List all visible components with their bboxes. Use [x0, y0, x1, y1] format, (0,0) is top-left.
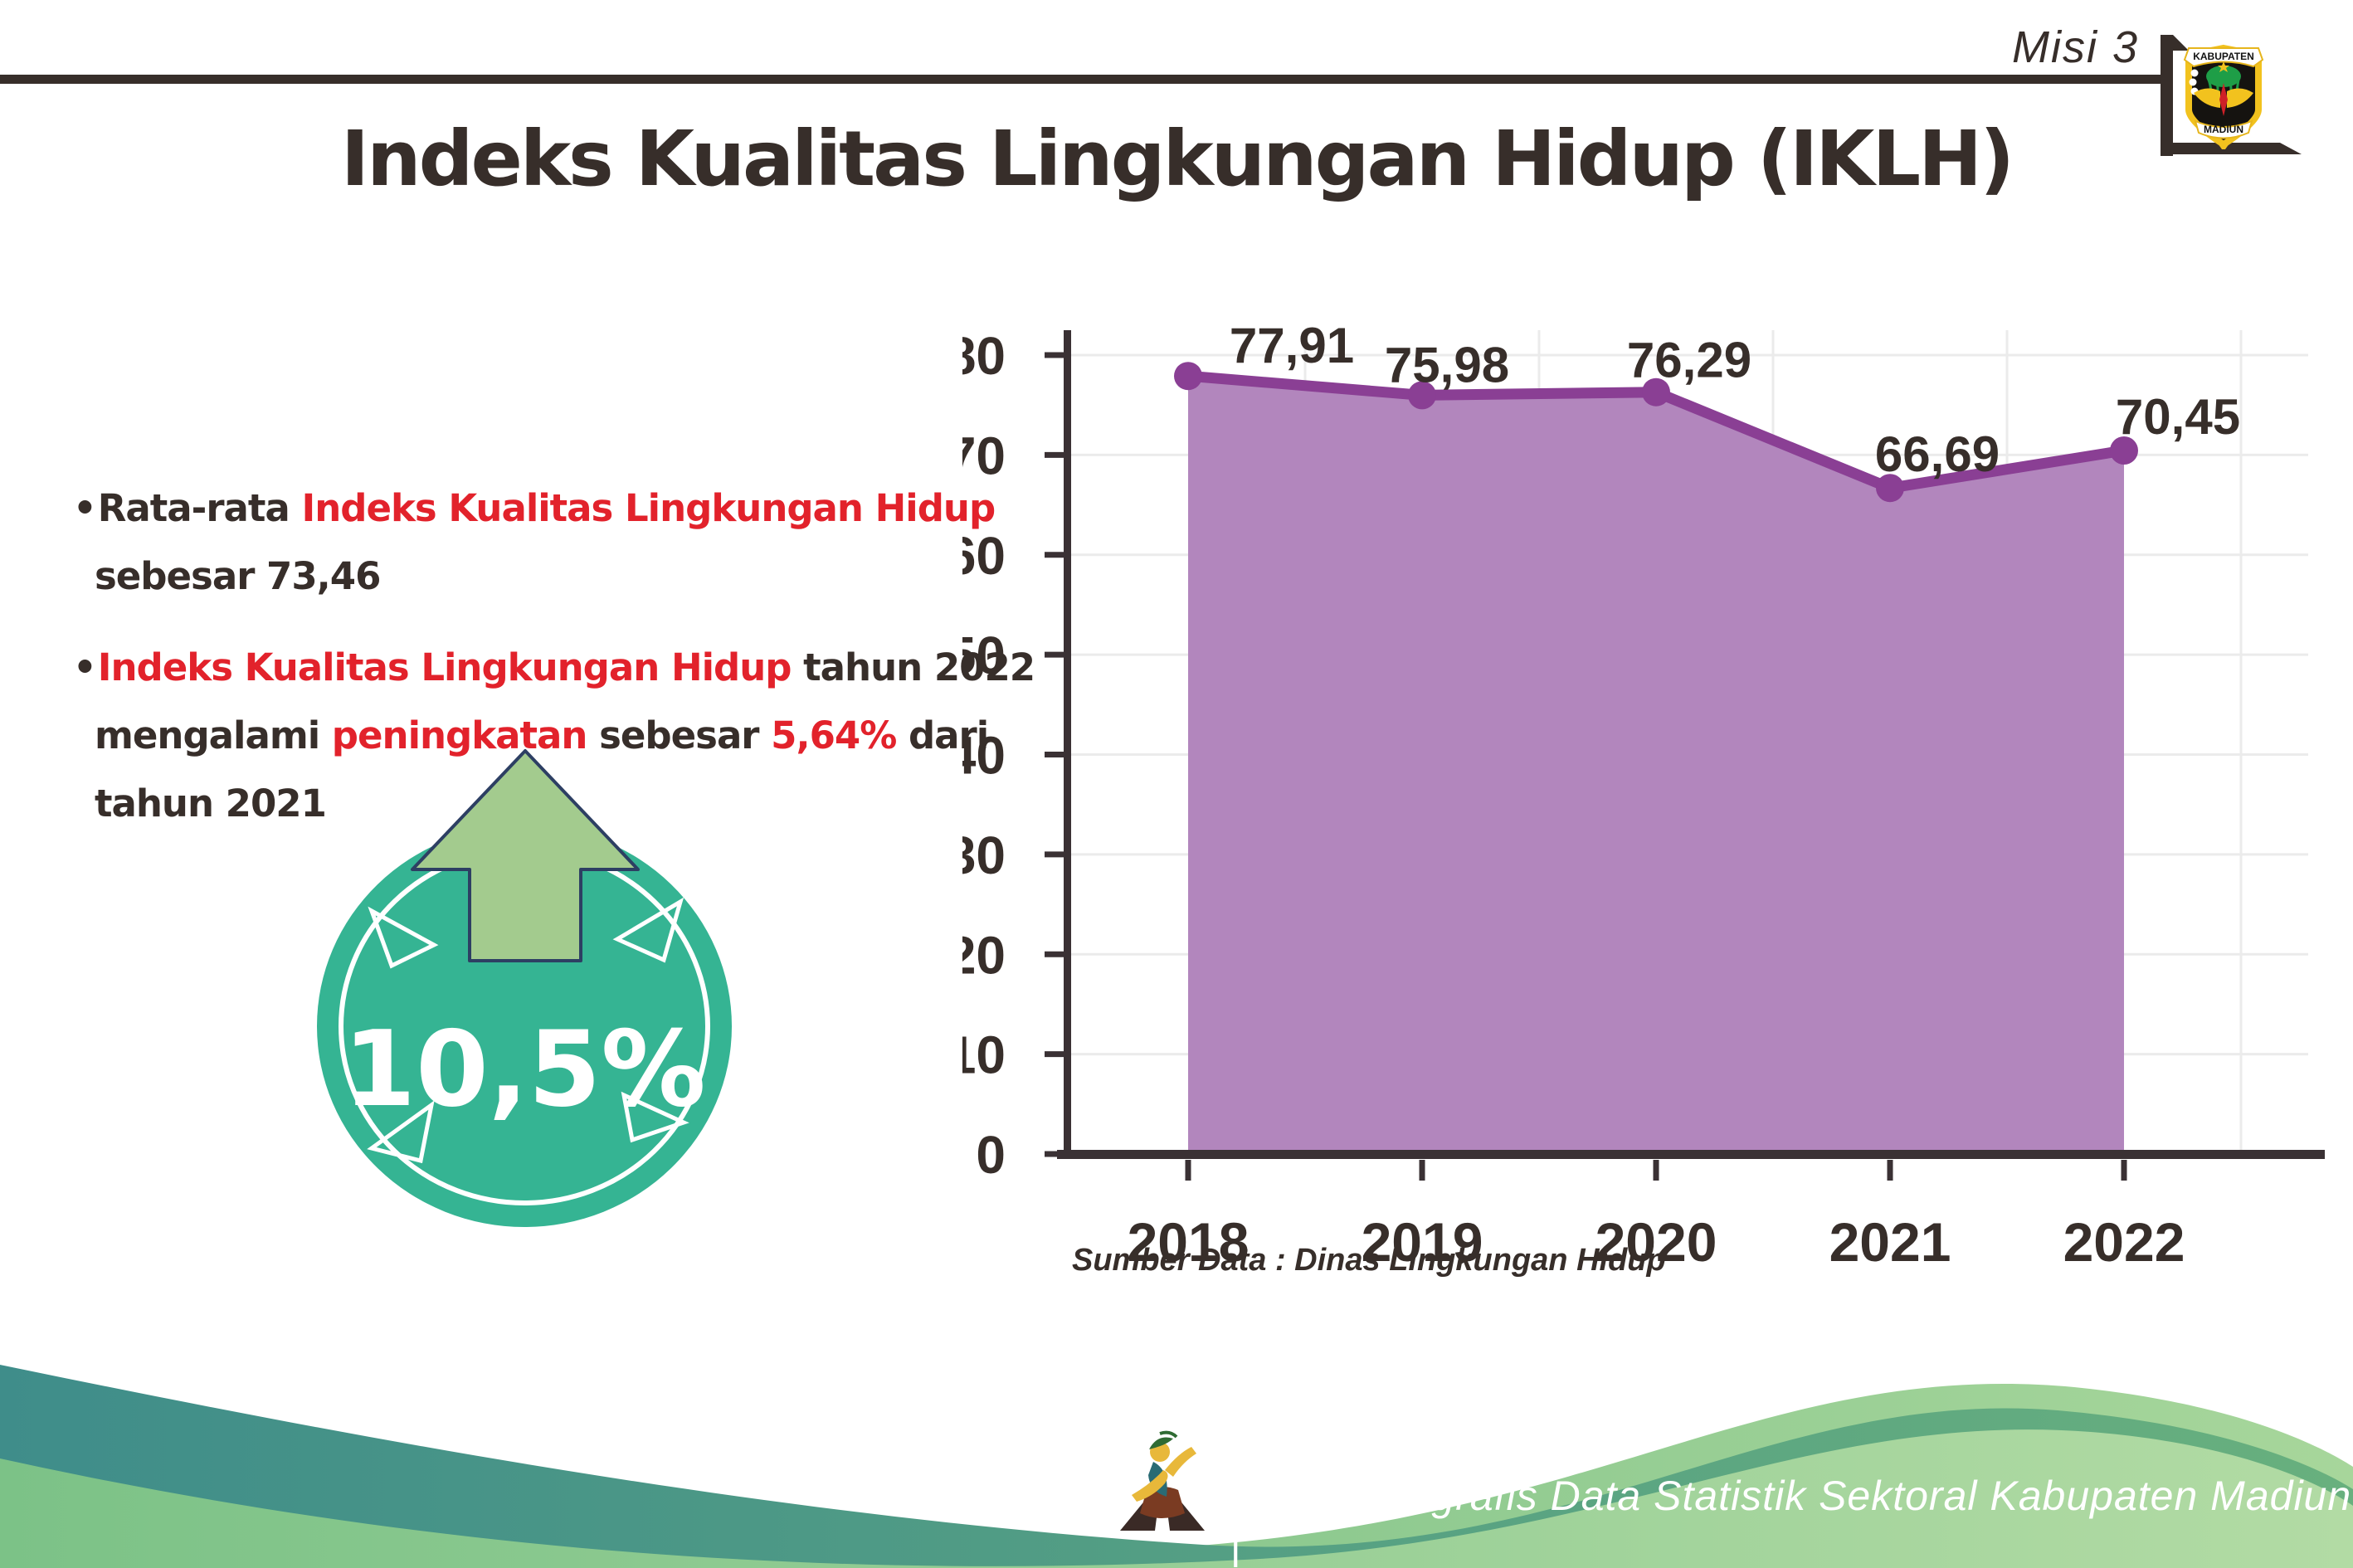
value-label: 77,91 [1230, 318, 1354, 373]
bullet-line: mengalami peningkatan sebesar 5,64% dari [73, 702, 1044, 770]
logo-text-kabupaten: KABUPATEN [2193, 51, 2254, 62]
y-tick-label: 20 [962, 925, 1006, 985]
text-segment: peningkatan [331, 713, 588, 757]
badge-value: 10,5% [343, 1008, 705, 1130]
data-point [1876, 474, 1904, 503]
footer-waves [0, 1365, 2353, 1568]
x-tick-label: 2018 [1128, 1211, 1250, 1273]
y-tick-label: 80 [962, 326, 1006, 386]
logo-tree-fronds [2207, 79, 2240, 97]
iklh-area-chart: 0 10 20 30 40 50 60 70 80 2018 2019 2020 2021 2022 77,… [962, 318, 2325, 1273]
kabupaten-madiun-logo: KABUPATEN MADIUN [2183, 44, 2264, 149]
y-tick-label: 0 [976, 1125, 1006, 1185]
logo-star-icon [2218, 61, 2229, 72]
x-tick-label: 2019 [1362, 1211, 1483, 1273]
corner-frame [2161, 35, 2302, 156]
mascot-icon [1120, 1430, 1205, 1535]
logo-ribbon-top [2183, 47, 2264, 68]
mascot-arm-right [1165, 1447, 1196, 1477]
source-caption: Sumber Data : Dinas Lingkungan Hidup [1072, 1243, 1666, 1278]
text-segment: mengalami [95, 713, 332, 757]
value-label: 76,29 [1627, 333, 1751, 388]
up-arrow-icon [411, 749, 640, 962]
logo-bottom-glyph [2218, 144, 2229, 149]
corner-frame-bottom [2161, 143, 2302, 154]
sparkle-triangle-icon [367, 1100, 435, 1164]
value-label: 75,98 [1385, 337, 1509, 392]
logo-cotton-icon [2189, 78, 2197, 86]
y-tick-label: 10 [962, 1025, 1006, 1085]
x-tick-label: 2022 [2063, 1211, 2185, 1273]
value-label: 70,45 [2116, 389, 2240, 445]
wave-front-light [0, 1429, 2353, 1568]
text-segment: Indeks Kualitas Lingkungan Hidup [301, 486, 996, 530]
mascot-cap-crest [1159, 1430, 1178, 1439]
data-point [1642, 377, 1670, 407]
logo-text-madiun: MADIUN [2204, 124, 2243, 135]
x-axis [1057, 1150, 2325, 1159]
mascot-cap [1149, 1437, 1173, 1449]
y-tick-label: 70 [962, 426, 1006, 485]
logo-tree-canopy [2206, 66, 2241, 87]
corner-frame-bevel [2173, 35, 2189, 51]
bullet-line: •Indeks Kualitas Lingkungan Hidup tahun … [73, 634, 1044, 702]
logo-keris-icon [2219, 83, 2228, 116]
bullet-item: •Rata-rata Indeks Kualitas Lingkungan Hi… [73, 475, 1044, 611]
sparkle-triangle-icon [368, 906, 439, 969]
sparkle-triangle-icon [612, 897, 684, 963]
bullet-line: •Rata-rata Indeks Kualitas Lingkungan Hi… [73, 475, 1044, 543]
corner-frame-vertical [2161, 35, 2173, 156]
data-point [2110, 436, 2138, 465]
text-segment: sebesar [587, 713, 772, 757]
text-segment: tahun 2022 [791, 645, 1035, 689]
logo-wing-left-icon [2194, 88, 2220, 108]
header-rule [0, 75, 2161, 84]
text-segment: sebesar 73,46 [95, 554, 381, 598]
sparkle-triangle-icon [621, 1091, 689, 1143]
y-tick-label: 60 [962, 526, 1006, 586]
text-segment: Indeks Kualitas Lingkungan Hidup [97, 645, 792, 689]
data-point [1408, 381, 1436, 410]
bullet-dot: • [73, 486, 97, 530]
increase-badge: 10,5% [317, 749, 732, 1227]
value-label: 66,69 [1875, 426, 2000, 482]
x-tick-label: 2021 [1829, 1211, 1951, 1273]
y-tick-label: 30 [962, 825, 1006, 885]
text-segment: dari [896, 713, 989, 757]
bullet-line: tahun 2021 [73, 770, 1044, 838]
logo-cotton-icon [2190, 69, 2199, 77]
x-tick-label: 2020 [1595, 1211, 1717, 1273]
bullet-dot: • [73, 645, 97, 689]
y-tick-label: 40 [962, 726, 1006, 786]
misi-label: Misi 3 [2011, 22, 2139, 72]
area-fill [1188, 376, 2124, 1152]
text-segment: 5,64% [771, 713, 897, 757]
footer-caption: Media Infografis Data Statistik Sektoral… [1230, 1473, 2352, 1567]
y-axis [1064, 330, 1071, 1158]
text-segment: Rata-rata [97, 486, 302, 530]
bullet-line: sebesar 73,46 [73, 543, 1044, 611]
mascot-arm-left [1132, 1470, 1168, 1502]
logo-wing-right-icon [2227, 88, 2253, 108]
summary-bullets: •Rata-rata Indeks Kualitas Lingkungan Hi… [73, 475, 1044, 861]
page-title: Indeks Kualitas Lingkungan Hidup (IKLH) [340, 114, 2014, 203]
text-segment: tahun 2021 [95, 782, 327, 825]
data-point [1174, 362, 1202, 391]
bullet-item: •Indeks Kualitas Lingkungan Hidup tahun … [73, 634, 1044, 838]
logo-ribbon-bottom [2194, 119, 2253, 139]
y-tick-label: 50 [962, 626, 1006, 685]
